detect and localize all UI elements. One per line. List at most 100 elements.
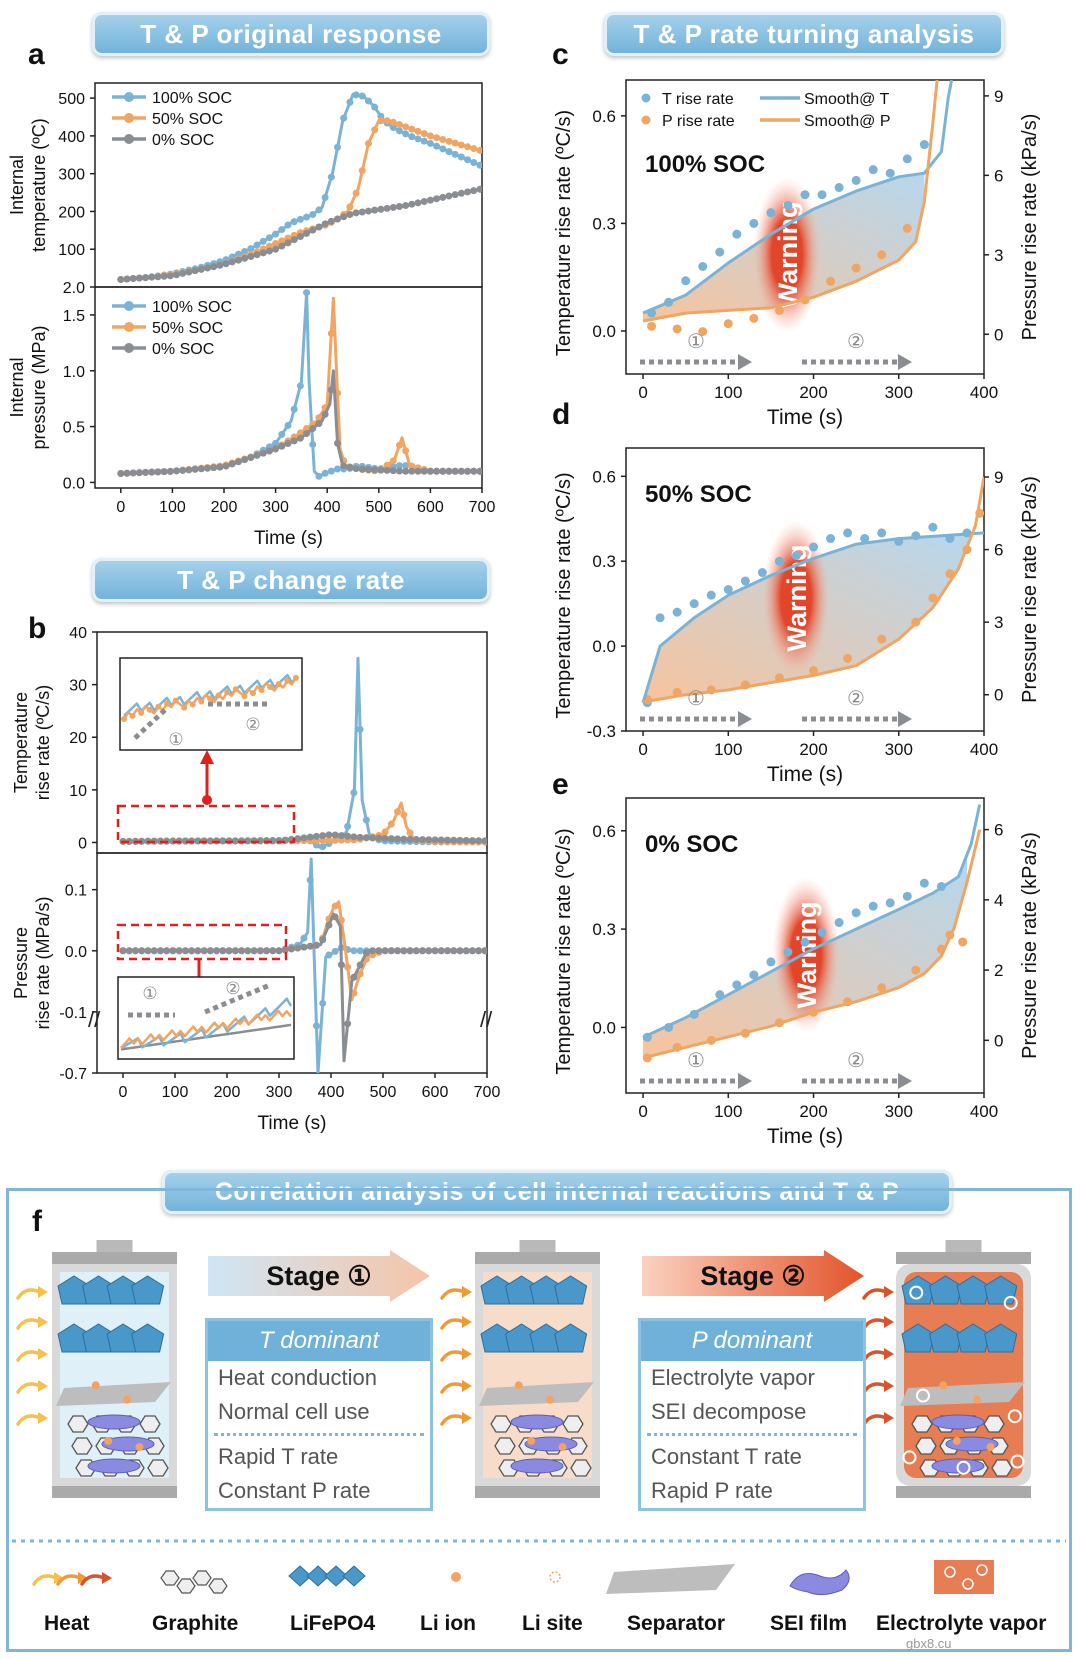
x-axis-title: Time (s) <box>258 1113 327 1134</box>
T-rise-point <box>783 947 793 957</box>
P-rise-point <box>911 965 921 975</box>
y-tick-label: 10 <box>69 783 87 800</box>
x-tick-label: 200 <box>799 740 827 759</box>
banner-original-response: T & P original response <box>92 12 490 56</box>
P-rise-point <box>809 666 819 676</box>
banner-rate-turning: T & P rate turning analysis <box>604 12 1004 56</box>
y-tick-label: 0.0 <box>592 637 616 656</box>
stage-mark: ① <box>168 730 183 749</box>
inset-marker <box>293 674 299 681</box>
P-rise-point <box>672 324 682 334</box>
lifepo4-crystal <box>984 1323 1018 1353</box>
stage1-arrowhead <box>738 354 752 370</box>
vapor-bubble <box>916 1388 930 1403</box>
T-rise-point <box>885 168 895 178</box>
sei-film-legend-icon <box>789 1569 850 1596</box>
inset-marker <box>232 686 239 693</box>
y-tick-label: 0.6 <box>592 822 616 841</box>
T-rise-point <box>928 522 938 532</box>
heat-arrow-icon <box>440 1382 466 1394</box>
heat-arrow-icon <box>862 1288 888 1300</box>
x-tick-label: 500 <box>365 499 392 516</box>
legend-separator-label: Separator <box>627 1612 726 1635</box>
inset-marker <box>129 712 136 719</box>
T-rise-point <box>834 918 844 928</box>
T-rise-point <box>800 190 810 200</box>
y-tick-label: 500 <box>58 91 85 108</box>
y-tick-label: 200 <box>58 204 85 221</box>
vapor-bubble <box>976 1564 988 1576</box>
y-axis-title-right: Pressure rise rate (kPa/s) <box>1019 114 1041 341</box>
x-tick-label: 100 <box>159 499 186 516</box>
connector-dot <box>202 795 212 805</box>
stage-mark: ② <box>847 688 865 710</box>
legend-label: 50% SOC <box>152 111 223 128</box>
lifepo4-legend-icon <box>306 1565 330 1587</box>
heat-arrow-icon-head <box>462 1286 472 1298</box>
highlight-box-pressure <box>116 923 288 961</box>
P-rise-point <box>902 223 912 233</box>
legend-label: 0% SOC <box>152 132 214 149</box>
inset-marker <box>275 680 282 687</box>
panel-f-frame <box>6 1188 1072 1652</box>
y-tick-label: 0.3 <box>592 552 616 571</box>
legend-label: 0% SOC <box>152 341 214 358</box>
y-tick-label: 0.0 <box>63 475 85 492</box>
stage2-arrow-shape <box>642 1250 864 1302</box>
T-rise-point <box>826 534 836 544</box>
legend-label: T rise rate <box>662 91 734 108</box>
vapor-bubble <box>902 1450 917 1465</box>
P-rise-point <box>958 937 968 947</box>
x-tick-label: 400 <box>970 1102 998 1121</box>
graphite-hex <box>983 1415 1005 1433</box>
legend-label: Smooth@ P <box>804 113 891 130</box>
y-tick-label: 0.5 <box>63 420 85 437</box>
heat-arrow-icon <box>440 1318 466 1330</box>
cell-stage2-cap <box>896 1486 1031 1498</box>
heat-legend-icon-head <box>78 1572 88 1584</box>
x-tick-label: 200 <box>214 1084 241 1101</box>
inset-marker <box>215 692 222 699</box>
legend-graphite-label: Graphite <box>152 1612 239 1635</box>
graphite-hex <box>911 1415 933 1433</box>
x-tick-label: 300 <box>885 740 913 759</box>
plot-frame <box>625 447 985 732</box>
y-tick-label: -0.1 <box>59 1005 87 1022</box>
y-tick-label-right: 3 <box>994 613 1003 632</box>
x-tick-label: 0 <box>638 1102 647 1121</box>
vapor-bubble <box>944 1566 956 1578</box>
y-axis-title: rise rate (ºC/s) <box>33 685 53 801</box>
plot-frame <box>625 79 985 375</box>
graphite-hex <box>490 1415 512 1433</box>
y-tick-label: 1.0 <box>63 364 85 381</box>
T-rise-point <box>817 190 827 200</box>
heat-arrow-icon <box>440 1350 466 1362</box>
legend-marker <box>124 343 134 353</box>
y-axis-title: temperature (ºC) <box>29 118 49 252</box>
plot-frame <box>625 797 985 1094</box>
x-tick-label: 400 <box>314 499 341 516</box>
li-ion <box>558 1443 567 1452</box>
inset-marker <box>155 703 162 710</box>
x-tick-label: 0 <box>116 499 125 516</box>
T-rise-point <box>715 247 725 257</box>
y-tick-label-right: 0 <box>994 325 1003 344</box>
legend-marker <box>124 134 134 144</box>
T-rise-point <box>732 980 742 990</box>
cell-stage1-cap <box>475 1252 600 1264</box>
li-ion <box>939 1381 948 1390</box>
heat-arrow-icon <box>16 1318 42 1330</box>
warning-glow <box>772 877 840 1033</box>
P-rise-point <box>723 319 733 329</box>
stage1-arrowhead <box>738 1073 752 1089</box>
plot-frame <box>94 286 483 489</box>
x-axis-title: Time (s) <box>254 528 323 549</box>
x-axis-title: Time (s) <box>767 1125 843 1148</box>
li-site-legend-icon <box>549 1571 561 1583</box>
inset-series-50 <box>120 1009 292 1049</box>
heat-arrow-icon <box>440 1288 466 1300</box>
P-rise-point <box>843 653 853 663</box>
y-axis-title: pressure (MPa) <box>29 325 49 449</box>
inset-marker <box>224 689 231 696</box>
legend-label: 100% SOC <box>152 299 232 316</box>
